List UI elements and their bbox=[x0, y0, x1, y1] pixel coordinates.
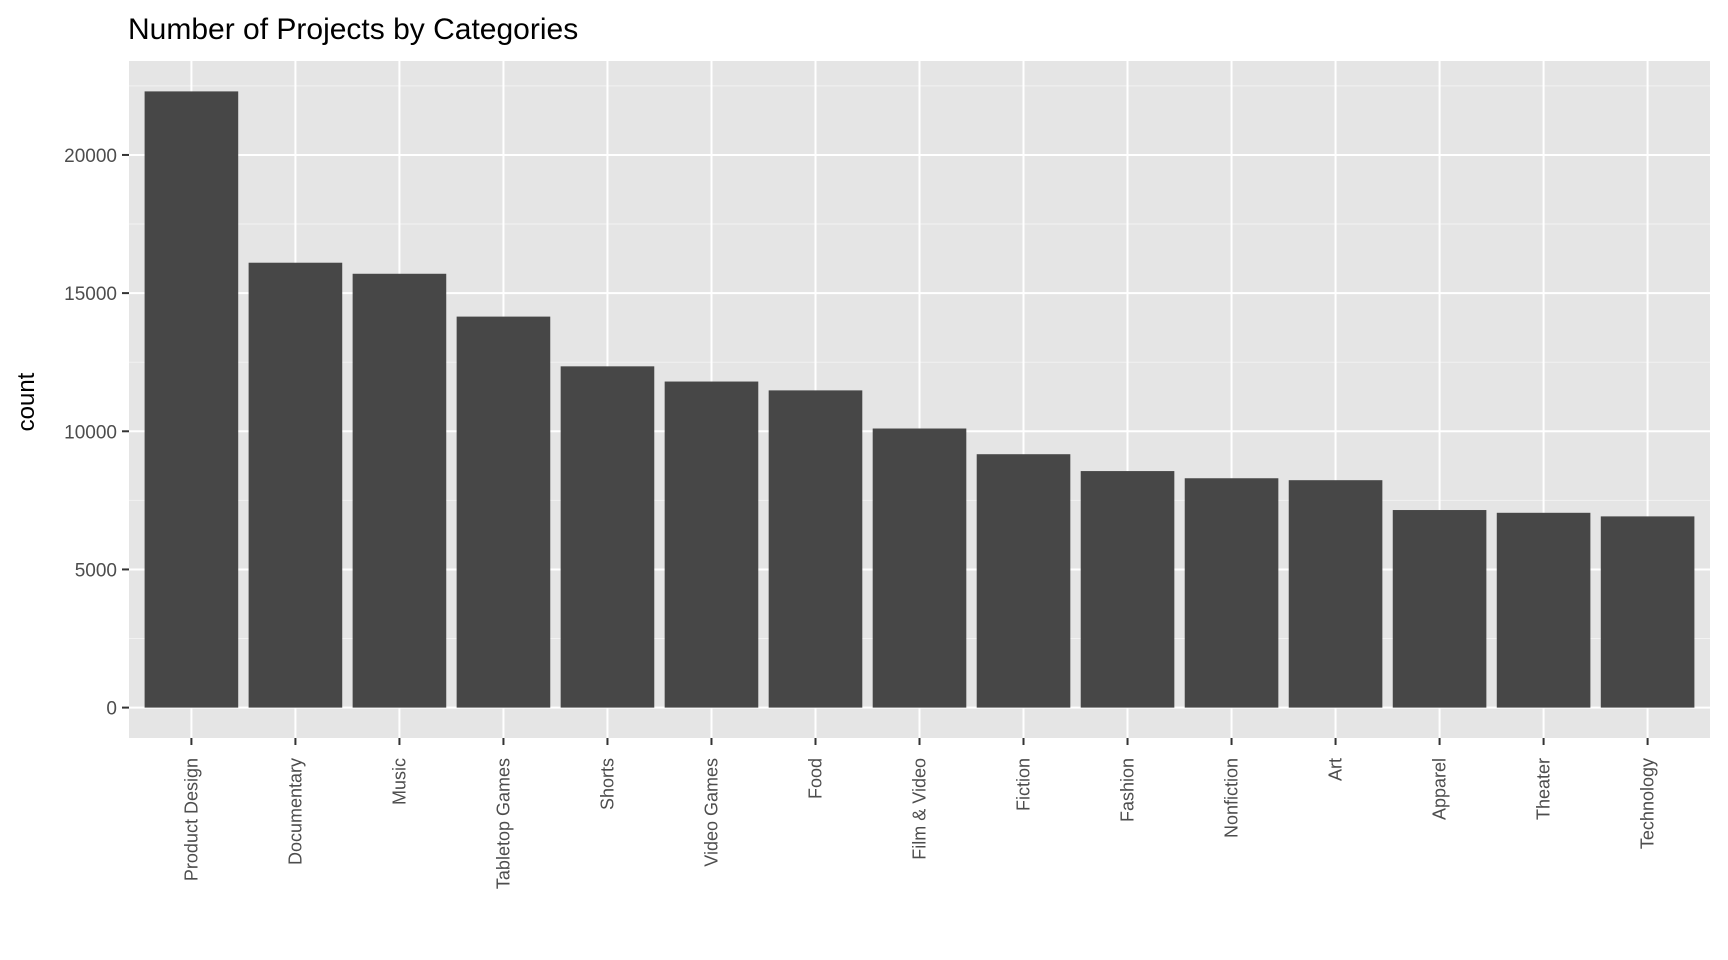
y-tick-label: 20000 bbox=[64, 146, 117, 167]
x-tick-label: Documentary bbox=[285, 758, 305, 865]
x-tick-label: Technology bbox=[1638, 758, 1658, 849]
y-axis: 0 5000 10000 15000 20000 bbox=[64, 146, 129, 720]
bar bbox=[144, 91, 239, 708]
y-tick-label: 0 bbox=[106, 699, 117, 720]
x-tick-label: Shorts bbox=[597, 758, 617, 810]
bar bbox=[1600, 516, 1695, 708]
bar bbox=[664, 381, 759, 708]
bar bbox=[560, 366, 655, 708]
bar bbox=[768, 390, 863, 708]
bar bbox=[976, 454, 1071, 708]
x-tick-label: Video Games bbox=[701, 758, 721, 867]
x-axis: Product Design Documentary Music Tabletop G… bbox=[181, 738, 1658, 889]
x-tick-label: Product Design bbox=[181, 758, 201, 881]
bar bbox=[248, 262, 343, 708]
x-tick-label: Art bbox=[1326, 758, 1346, 781]
bars bbox=[144, 91, 1695, 708]
y-axis-title: count bbox=[13, 372, 40, 431]
bar bbox=[1080, 471, 1175, 708]
x-tick-label: Tabletop Games bbox=[493, 758, 513, 889]
bar bbox=[872, 428, 967, 708]
x-tick-label: Theater bbox=[1534, 758, 1554, 820]
x-tick-label: Apparel bbox=[1430, 758, 1450, 820]
bar bbox=[1288, 480, 1383, 708]
bar bbox=[456, 316, 551, 708]
x-tick-label: Fiction bbox=[1014, 758, 1034, 811]
x-tick-label: Music bbox=[389, 758, 409, 805]
bar bbox=[1496, 512, 1591, 708]
y-tick-label: 15000 bbox=[64, 284, 117, 305]
y-tick-label: 10000 bbox=[64, 422, 117, 443]
bar bbox=[352, 273, 447, 708]
x-tick-label: Fashion bbox=[1118, 758, 1138, 822]
bar bbox=[1392, 510, 1487, 708]
x-tick-label: Nonfiction bbox=[1222, 758, 1242, 838]
x-tick-label: Film & Video bbox=[910, 758, 930, 860]
x-tick-label: Food bbox=[805, 758, 825, 799]
y-tick-label: 5000 bbox=[75, 560, 117, 581]
chart-title: Number of Projects by Categories bbox=[128, 13, 578, 46]
bar bbox=[1184, 478, 1279, 708]
